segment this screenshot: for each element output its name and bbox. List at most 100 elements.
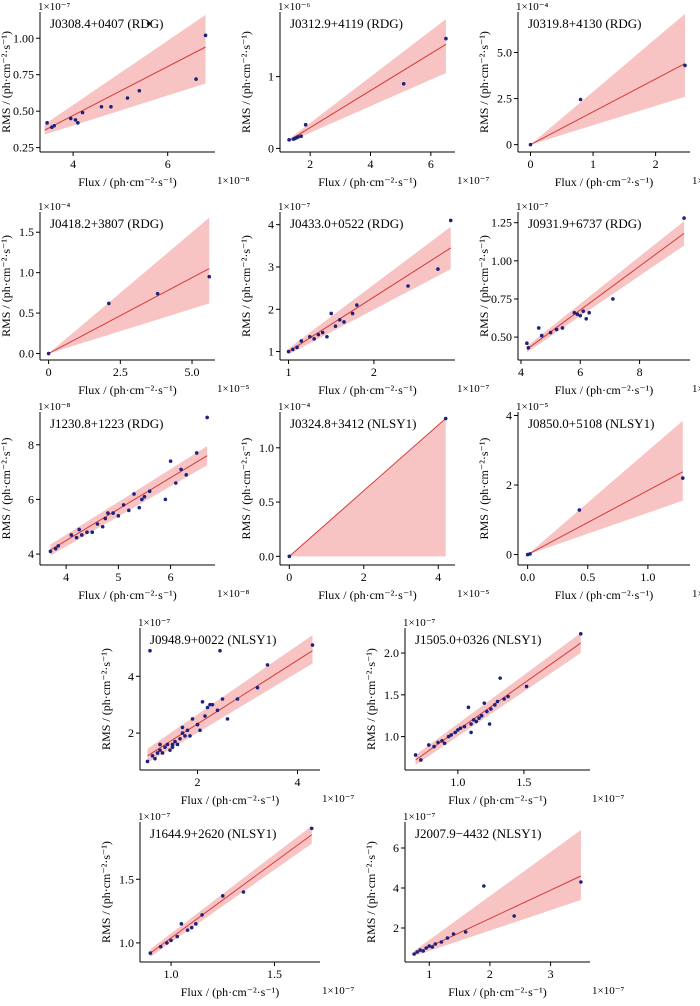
x-tick-label: 5	[115, 570, 121, 584]
y-multiplier: 1×10⁻⁷	[278, 201, 311, 213]
data-point	[183, 734, 187, 738]
data-point	[111, 511, 115, 515]
data-point	[554, 327, 559, 332]
x-multiplier: 1×10⁻⁷	[592, 793, 625, 805]
data-point	[127, 508, 131, 513]
x-tick-label: 6	[577, 365, 583, 379]
x-tick-label: 1	[426, 967, 432, 981]
y-tick-label: 6	[393, 841, 399, 855]
panel-title: J0931.9+6737 (RDG)	[528, 216, 642, 231]
data-point	[100, 524, 105, 529]
fit-line	[44, 46, 206, 131]
data-point	[195, 722, 200, 727]
data-point	[116, 514, 121, 518]
data-point	[560, 326, 565, 330]
data-point	[194, 922, 198, 926]
data-point	[337, 318, 342, 322]
data-point	[325, 334, 329, 339]
x-multiplier: 1×10⁻⁷	[322, 985, 355, 997]
data-point	[453, 730, 458, 735]
y-tick-label: 2	[268, 302, 274, 316]
data-point	[299, 339, 304, 343]
data-point	[482, 884, 486, 888]
x-tick-label: 6	[165, 157, 171, 171]
panel-9: 0.0 0.5 1.0 0 2 4 1×10⁻⁵ 1×10⁻⁵ J0850.0+5108 (NL…	[477, 401, 700, 602]
data-point	[310, 643, 315, 647]
y-axis-label: RMS / (ph·cm⁻²·s⁻¹)	[0, 235, 13, 337]
x-tick-label: 4	[435, 570, 441, 584]
fit-line	[526, 232, 685, 350]
data-point	[419, 758, 423, 762]
data-point	[179, 467, 183, 472]
data-point	[174, 481, 178, 485]
data-point	[296, 135, 300, 139]
y-axis-label: RMS / (ph·cm⁻²·s⁻¹)	[477, 235, 491, 337]
data-point	[203, 33, 208, 38]
data-point	[683, 63, 687, 68]
x-axis-label: Flux / (ph·cm⁻²·s⁻¹)	[448, 793, 547, 807]
y-tick-label: 1	[268, 70, 274, 84]
x-multiplier: 1×10⁻⁷	[457, 383, 490, 395]
y-tick-label: 0.5	[259, 495, 274, 509]
data-point	[210, 702, 215, 707]
x-tick-label: 4	[368, 157, 374, 171]
fit-line	[50, 455, 208, 551]
data-point	[175, 742, 180, 747]
y-tick-label: 1.25	[491, 216, 512, 230]
data-point	[578, 632, 583, 636]
panel-5: 1 2 1 2 3 4 1×10⁻⁷ 1×10⁻⁷ J0433.0+0522 (RDG) Flux…	[239, 201, 490, 397]
y-tick-label: 1.5	[119, 872, 134, 886]
data-point	[489, 707, 493, 711]
data-point	[421, 949, 425, 953]
data-point	[145, 759, 150, 764]
x-multiplier: 1×10⁻⁷	[592, 985, 625, 997]
data-point	[148, 951, 153, 955]
y-tick-label: 0.75	[13, 68, 34, 82]
y-tick-label: 2	[506, 478, 512, 492]
panel-title: J2007.9−4432 (NLSY1)	[415, 826, 542, 841]
x-multiplier: 1×10⁻⁵	[217, 383, 250, 395]
y-axis-label: RMS / (ph·cm⁻²·s⁻¹)	[239, 31, 253, 133]
data-point	[188, 734, 192, 738]
data-point	[194, 451, 199, 455]
x-axis-label: Flux / (ph·cm⁻²·s⁻¹)	[555, 588, 654, 602]
data-point	[179, 922, 184, 926]
data-point	[215, 708, 220, 713]
y-tick-label: 3	[268, 260, 274, 274]
data-point	[415, 950, 419, 954]
y-multiplier: 1×10⁻⁴	[516, 1, 549, 13]
data-point	[442, 741, 447, 746]
data-point	[575, 312, 580, 317]
x-tick-label: 2	[361, 570, 367, 584]
data-point	[528, 552, 532, 556]
y-tick-label: 4	[393, 881, 399, 895]
y-multiplier: 1×10⁻⁷	[38, 1, 71, 13]
y-axis-label: RMS / (ph·cm⁻²·s⁻¹)	[364, 841, 378, 943]
data-point	[579, 880, 583, 884]
data-point	[682, 216, 686, 220]
y-tick-label: 0.0	[259, 549, 274, 563]
x-tick-label: 1.0	[164, 967, 179, 981]
panel-title: J0948.9+0022 (NLSY1)	[150, 632, 277, 647]
data-point	[469, 722, 473, 726]
fit-line	[530, 63, 686, 146]
confidence-band	[414, 830, 581, 956]
fit-line	[288, 247, 452, 352]
fit-line	[147, 650, 313, 757]
y-axis-label: RMS / (ph·cm⁻²·s⁻¹)	[477, 31, 491, 133]
y-axis-label: RMS / (ph·cm⁻²·s⁻¹)	[99, 648, 113, 750]
data-point	[205, 705, 210, 710]
data-point	[200, 913, 204, 917]
data-point	[158, 742, 162, 747]
data-point	[178, 736, 182, 741]
data-point	[142, 494, 147, 499]
fit-line	[288, 43, 447, 141]
x-axis-label: Flux / (ph·cm⁻²·s⁻¹)	[318, 175, 417, 189]
y-axis-label: RMS / (ph·cm⁻²·s⁻¹)	[99, 841, 113, 943]
data-point	[207, 274, 212, 279]
confidence-band	[44, 14, 206, 135]
x-tick-label: 0	[46, 365, 52, 379]
data-point	[95, 522, 100, 526]
x-multiplier: 1×10⁻⁵	[457, 588, 490, 600]
x-axis-label: Flux / (ph·cm⁻²·s⁻¹)	[78, 383, 177, 397]
